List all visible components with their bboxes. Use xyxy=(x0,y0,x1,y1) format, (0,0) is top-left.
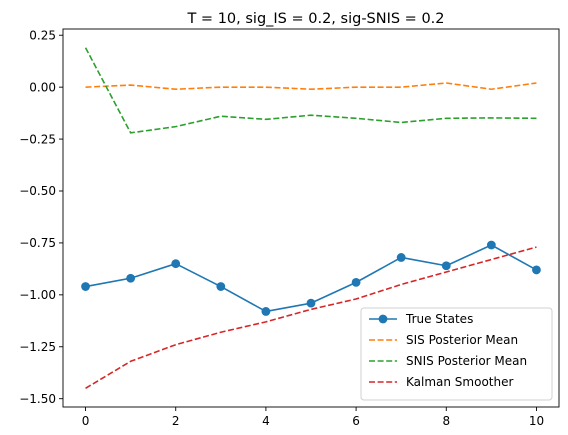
x-tick-label: 6 xyxy=(352,414,360,428)
x-tick-label: 4 xyxy=(262,414,270,428)
series-line-kalman-smoother xyxy=(85,246,537,389)
legend-marker xyxy=(378,314,388,324)
y-tick-label: 0.25 xyxy=(29,28,56,42)
data-point xyxy=(216,282,226,291)
legend-label: SNIS Posterior Mean xyxy=(406,354,527,368)
data-point xyxy=(126,273,136,283)
legend: True States SIS Posterior Mean SNIS Poster… xyxy=(360,307,553,401)
legend-box xyxy=(360,307,553,401)
data-point xyxy=(306,298,316,308)
data-point xyxy=(396,253,406,262)
series-true-states xyxy=(81,240,541,316)
series-layer xyxy=(81,47,541,389)
y-tick-label: −0.25 xyxy=(19,132,56,146)
legend-item-snis-posterior-mean: SNIS Posterior Mean xyxy=(369,354,527,368)
y-tick-label: −1.50 xyxy=(19,392,56,406)
series-line-sis-posterior-mean xyxy=(85,82,537,91)
x-tick-label: 8 xyxy=(442,414,450,428)
x-tick-label: 0 xyxy=(82,414,90,428)
data-point xyxy=(532,265,541,275)
legend-item-true-states: True States xyxy=(369,312,473,326)
data-point xyxy=(261,307,271,316)
legend-item-sis-posterior-mean: SIS Posterior Mean xyxy=(369,333,518,347)
data-point xyxy=(81,282,90,291)
x-tick-label: 2 xyxy=(172,414,180,428)
series-kalman-smoother xyxy=(85,246,537,389)
data-point xyxy=(486,240,496,250)
legend-label: Kalman Smoother xyxy=(406,375,513,389)
legend-label: True States xyxy=(405,312,473,326)
x-tick-label: 10 xyxy=(529,414,544,428)
y-tick-label: −0.75 xyxy=(19,236,56,250)
x-axis: 0 2 4 6 8 10 xyxy=(82,407,544,428)
chart-title: T = 10, sig_IS = 0.2, sig-SNIS = 0.2 xyxy=(186,11,444,27)
y-tick-label: −1.25 xyxy=(19,340,56,354)
data-point xyxy=(171,259,181,269)
series-line-snis-posterior-mean xyxy=(84,47,537,134)
legend-label: SIS Posterior Mean xyxy=(406,333,518,347)
y-axis: 0.25 0.00 −0.25 −0.50 −0.75 −1.00 −1.25 −1.50 xyxy=(19,28,63,406)
data-point xyxy=(441,261,451,271)
legend-item-kalman-smoother: Kalman Smoother xyxy=(369,375,513,389)
data-point xyxy=(351,277,361,287)
y-tick-label: 0.00 xyxy=(29,80,56,94)
series-snis-posterior-mean xyxy=(84,47,537,134)
y-tick-label: −1.00 xyxy=(19,288,56,302)
series-sis-posterior-mean xyxy=(85,82,537,91)
y-tick-label: −0.50 xyxy=(19,184,56,198)
